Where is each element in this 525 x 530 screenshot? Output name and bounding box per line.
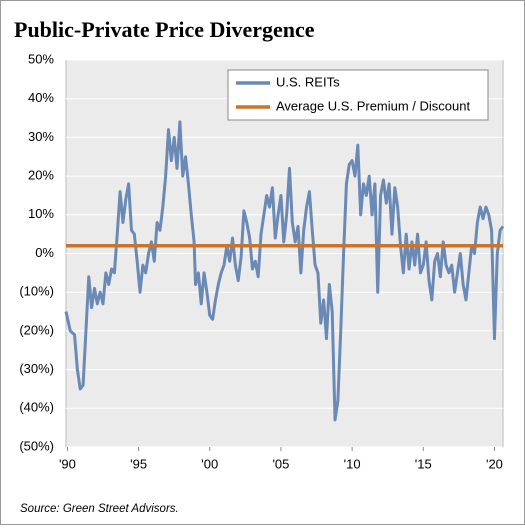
y-tick-label: (20%) [19,322,54,337]
y-tick-label: 40% [28,90,54,105]
x-tick-label: '15 [415,456,432,471]
y-tick-label: (50%) [19,438,54,453]
y-tick-label: (30%) [19,361,54,376]
y-tick-label: 20% [28,168,54,183]
source-note: Source: Green Street Advisors. [20,503,179,515]
legend-label: Average U.S. Premium / Discount [276,98,470,113]
y-tick-label: 30% [28,129,54,144]
y-tick-label: 50% [28,51,54,66]
legend-label: U.S. REITs [276,74,340,89]
series-line [64,120,505,422]
x-tick-label: '20 [486,456,503,471]
y-tick-label: 0% [35,245,54,260]
chart-title: Public-Private Price Divergence [14,17,315,42]
y-tick-label: (40%) [19,400,54,415]
y-tick-label: 10% [28,206,54,221]
x-tick-label: '90 [59,456,76,471]
legend: U.S. REITs Average U.S. Premium / Discoun… [227,69,489,121]
x-tick-label: '95 [130,456,147,471]
y-tick-label: (10%) [19,284,54,299]
x-tick-label: '00 [201,456,218,471]
x-tick-label: '05 [272,456,289,471]
x-tick-label: '10 [344,456,361,471]
legend-box [227,69,489,121]
